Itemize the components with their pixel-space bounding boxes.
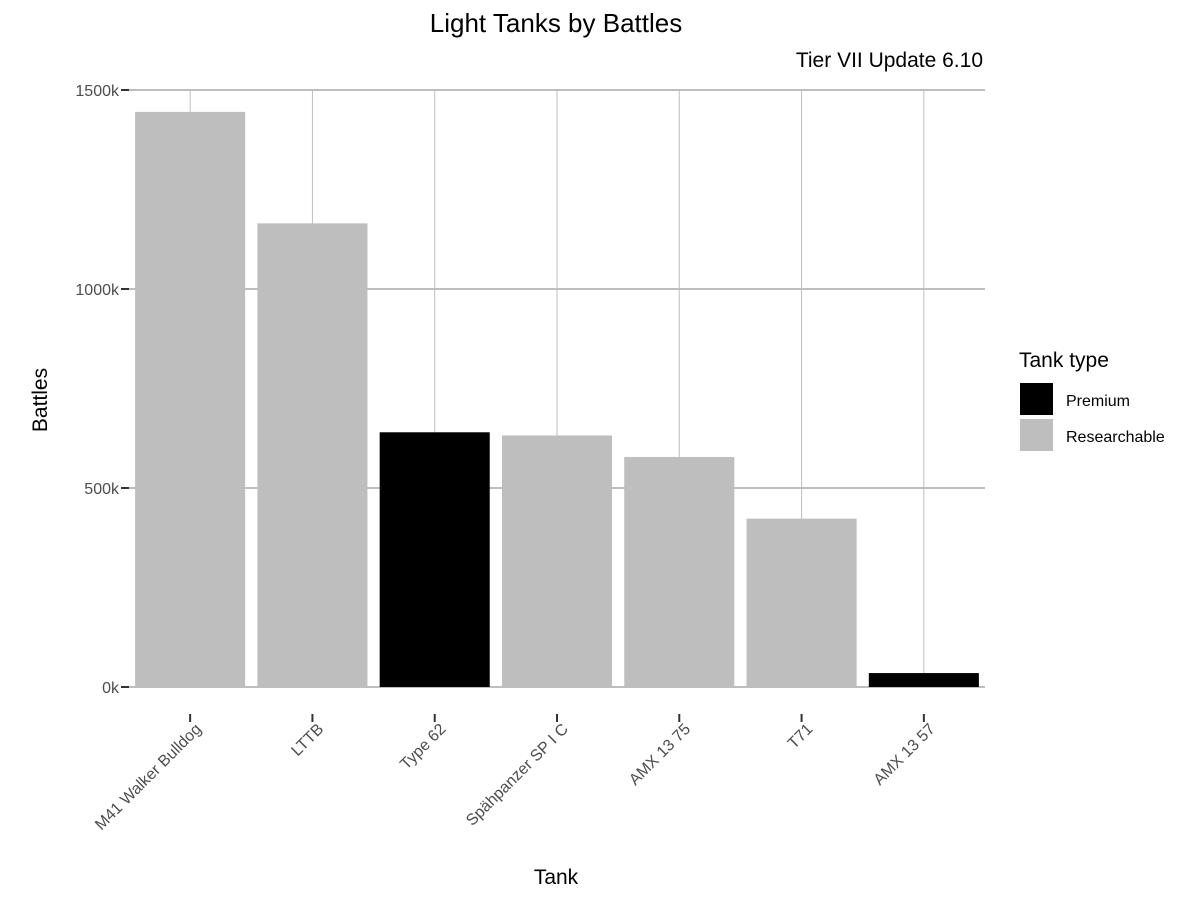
bar bbox=[135, 111, 246, 687]
chart-subtitle: Tier VII Update 6.10 bbox=[796, 49, 983, 72]
legend-label: Researchable bbox=[1066, 429, 1165, 446]
y-tick-label: 0k bbox=[102, 680, 120, 697]
legend-label: Premium bbox=[1066, 393, 1130, 410]
x-tick-label: LTTB bbox=[288, 721, 327, 760]
legend-swatch bbox=[1020, 419, 1053, 451]
legend: Tank type Premium Researchable bbox=[1019, 349, 1165, 451]
bars bbox=[135, 111, 979, 687]
bar bbox=[624, 456, 735, 687]
x-axis: M41 Walker Bulldog LTTB Type 62 Spähpanzer … bbox=[92, 714, 939, 834]
y-axis: 0k 500k 1000k 1500k bbox=[75, 83, 129, 697]
x-tick-label: T71 bbox=[785, 721, 817, 753]
legend-title: Tank type bbox=[1019, 349, 1109, 372]
bar bbox=[746, 518, 857, 687]
y-tick-label: 1000k bbox=[75, 282, 120, 299]
x-tick-label: Spähpanzer SP I C bbox=[463, 721, 572, 830]
bar bbox=[257, 223, 368, 687]
y-tick-label: 500k bbox=[84, 481, 120, 498]
x-tick-label: M41 Walker Bulldog bbox=[92, 721, 205, 834]
y-tick-label: 1500k bbox=[75, 83, 120, 100]
legend-swatch bbox=[1020, 383, 1053, 415]
bar bbox=[868, 673, 979, 687]
x-axis-title: Tank bbox=[534, 866, 579, 889]
x-tick-label: AMX 13 75 bbox=[626, 721, 694, 789]
y-axis-title: Battles bbox=[29, 368, 52, 432]
bar bbox=[379, 432, 490, 687]
bar bbox=[501, 435, 613, 687]
x-tick-label: AMX 13 57 bbox=[871, 721, 939, 789]
chart-title: Light Tanks by Battles bbox=[430, 8, 682, 38]
x-tick-label: Type 62 bbox=[397, 721, 449, 773]
